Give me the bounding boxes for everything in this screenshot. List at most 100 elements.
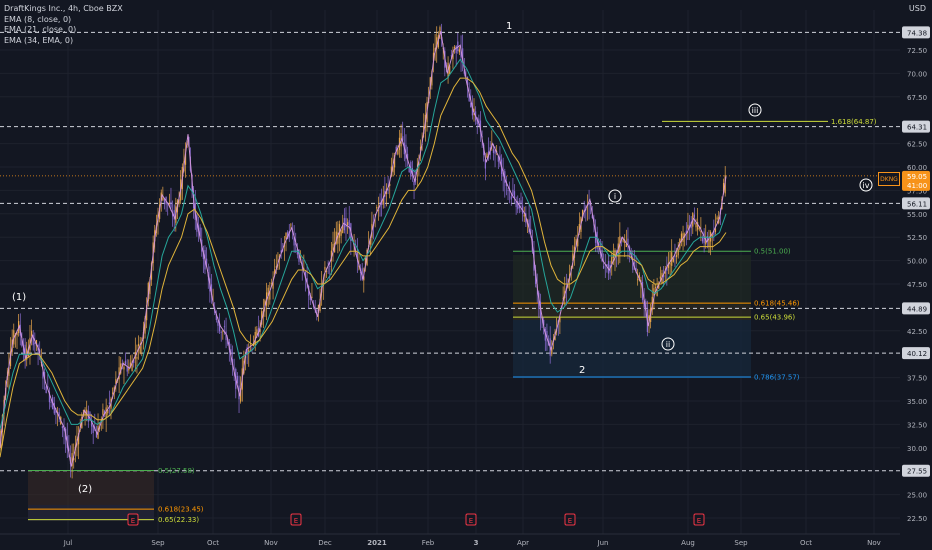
earnings-marker-box <box>693 513 705 526</box>
price-tick-label: 22.50 <box>907 515 927 523</box>
candle-body <box>324 266 326 270</box>
candle-body <box>121 363 123 366</box>
candle-body <box>73 458 75 461</box>
candle-body <box>633 262 636 264</box>
fib-left-label: 0.618(23.45) <box>158 506 204 514</box>
time-tick-label: Feb <box>422 539 435 547</box>
time-tick-label: 2021 <box>367 539 387 547</box>
candle-body <box>632 260 634 270</box>
fib-left-label: 0.5(27.58) <box>158 467 195 475</box>
price-level-tag <box>902 120 930 133</box>
candle-body <box>510 196 512 200</box>
candle-body <box>518 206 520 209</box>
wave-circle <box>859 178 873 192</box>
price-axis[interactable]: 72.50 70.00 67.50 62.50 60.00 57.50 55.00 52.50… <box>902 26 930 523</box>
price-tick-label: 70.00 <box>907 70 927 78</box>
earnings-marker[interactable]: E <box>290 513 302 526</box>
earnings-marker-label: E <box>568 517 572 525</box>
ema-8-legend[interactable]: EMA (8, close, 0) <box>4 14 72 24</box>
candle-body <box>327 262 329 264</box>
candle-body <box>34 342 36 344</box>
candle-body <box>363 276 365 281</box>
candle-body <box>345 218 347 228</box>
wave-circle <box>608 189 622 203</box>
candle-body <box>240 388 242 402</box>
earnings-marker[interactable]: E <box>465 513 477 526</box>
candle-body <box>319 298 321 311</box>
candle-body <box>269 290 271 300</box>
candle-body <box>342 225 344 234</box>
candle-body <box>716 217 718 220</box>
candle-body <box>8 367 10 376</box>
candle-body <box>225 331 227 341</box>
ema-21-legend[interactable]: EMA (21, close, 0) <box>4 25 77 34</box>
fib-zone-right-lower <box>513 320 751 378</box>
candle-body <box>648 314 650 323</box>
fib-zones <box>28 255 751 521</box>
wave-label-3: 1 <box>506 21 512 32</box>
candle-body <box>406 153 409 159</box>
candle-body <box>45 386 47 394</box>
ema-series-3 <box>0 77 727 458</box>
candle-body <box>43 371 46 378</box>
candle-body <box>690 222 692 229</box>
candle-body <box>220 331 222 333</box>
earnings-marker[interactable]: E <box>693 513 705 526</box>
candle-body <box>61 426 63 429</box>
price-tick-label: 42.50 <box>907 328 927 336</box>
candle-body <box>163 198 166 203</box>
candle-body <box>591 215 593 218</box>
chart-legend: DraftKings Inc., 4h, Cboe BZX EMA (8, cl… <box>4 4 123 46</box>
fib-zone-right-upper <box>513 255 751 305</box>
time-tick-label: Oct <box>800 539 812 547</box>
ema-34-legend[interactable]: EMA (34, EMA, 0) <box>4 35 74 45</box>
wave-label-1: (1) <box>12 292 26 303</box>
candle-body <box>680 233 683 242</box>
earnings-marker[interactable]: E <box>564 513 576 526</box>
candle-body <box>178 199 180 204</box>
candle-body <box>466 76 469 86</box>
candle-body <box>708 238 710 247</box>
candle-body <box>382 197 384 205</box>
candle-body <box>222 330 224 332</box>
candle-body <box>653 288 655 296</box>
current-price-tag <box>902 170 930 191</box>
symbol-title: DraftKings Inc., 4h, Cboe BZX <box>4 4 123 13</box>
currency-label[interactable]: USD <box>908 4 926 13</box>
candle-body <box>455 46 457 54</box>
candle-body <box>136 357 138 359</box>
candle-body <box>392 165 394 173</box>
countdown-label: 41:00 <box>907 182 927 190</box>
fib-lines: 0.5(27.58) 0.618(23.45) 0.65(22.33) 0.5(51.… <box>28 118 877 524</box>
candle-body <box>577 239 579 247</box>
time-tick-label: Jul <box>63 539 73 547</box>
candle-body <box>667 262 670 268</box>
candle-body <box>494 150 496 154</box>
time-axis[interactable]: Jul Sep Oct Nov Dec 2021 Feb 3 Apr Jun Aug Sep Oct No… <box>0 533 900 547</box>
earnings-marker[interactable]: E <box>127 513 139 526</box>
candle-body <box>160 192 162 201</box>
candle-body <box>288 231 290 238</box>
candle-body <box>669 263 671 265</box>
price-tick-label: 35.00 <box>907 398 927 406</box>
candle-body <box>418 161 420 165</box>
ema-lines <box>0 31 727 467</box>
candle-body <box>105 407 107 418</box>
candle-body <box>330 250 332 261</box>
time-tick-label: Nov <box>264 539 278 547</box>
candle-body <box>137 343 140 347</box>
time-tick-label: Dec <box>318 539 332 547</box>
candle-body <box>285 232 287 239</box>
candle-body <box>31 330 33 336</box>
candle-body <box>487 151 490 156</box>
candle-body <box>453 46 456 49</box>
candle-body <box>402 136 404 141</box>
price-level-tag <box>902 302 930 315</box>
fib-right-label: 0.786(37.57) <box>754 373 800 381</box>
candle-body <box>520 200 522 204</box>
candle-body <box>123 366 125 370</box>
candle-body <box>230 349 232 356</box>
time-tick-label: Jun <box>597 539 609 547</box>
price-level-tag-label: 74.38 <box>907 29 927 37</box>
